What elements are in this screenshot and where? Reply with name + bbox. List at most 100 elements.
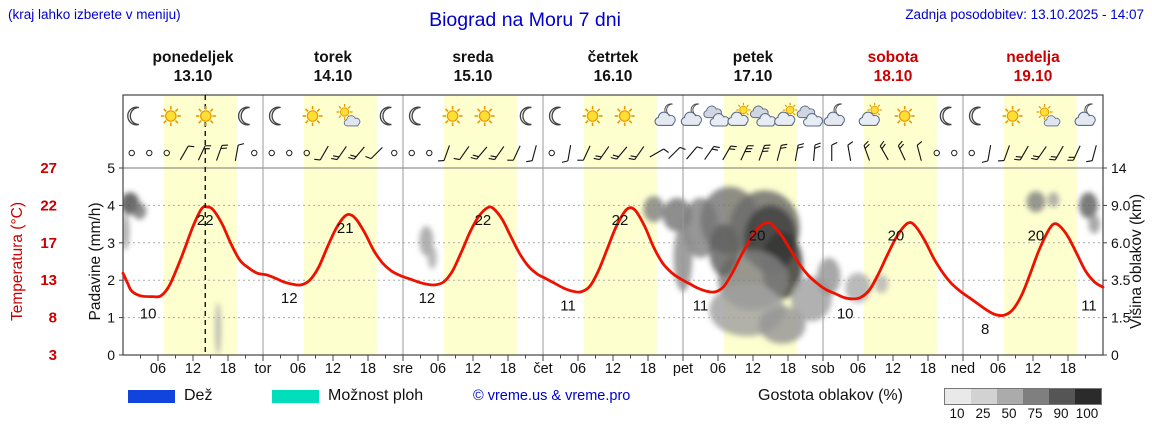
sun-icon (582, 106, 603, 126)
cloud-height-axis-tick: 6.0 (1111, 235, 1131, 251)
cloud-icon (709, 113, 730, 127)
wind-barb (997, 145, 1011, 162)
wind-barb (776, 143, 788, 161)
hour-axis-label: 06 (710, 361, 726, 377)
cloud-blob (427, 246, 437, 269)
cloud-height-axis-tick: 0 (1111, 347, 1119, 363)
cloud-icon (803, 113, 823, 127)
hour-axis-label: 06 (430, 361, 446, 377)
day-abbrev-axis-label: sre (393, 361, 413, 377)
cloud-blob (1088, 214, 1101, 234)
cloud-height-axis-tick: 1.5 (1111, 310, 1131, 326)
hour-axis-label: 06 (990, 361, 1006, 377)
day-abbrev-axis-label: ned (951, 361, 975, 377)
wind-barb (951, 149, 958, 157)
cloud-scale-cell (971, 389, 997, 404)
cloud-height-axis-tick: 14 (1111, 160, 1127, 176)
wind-barb (215, 144, 229, 161)
day-abbrev-axis-label: čet (533, 361, 552, 377)
wind-barb (758, 144, 771, 161)
calm-wind-icon (951, 149, 958, 157)
cloud-icon (680, 111, 702, 126)
moon-icon (379, 106, 392, 126)
day-name-label: ponedeljek (153, 49, 234, 66)
sun-icon (474, 106, 495, 126)
cloud-density-label: Gostota oblakov (%) (758, 387, 903, 404)
weather-icon-sun (160, 106, 181, 126)
calm-wind-icon (968, 149, 975, 157)
sun-icon (442, 106, 463, 126)
wind-barb (686, 146, 703, 160)
weather-icon-sun (302, 106, 323, 126)
wind-barb (561, 145, 572, 163)
cloud-blob (643, 196, 665, 223)
weather-icon-sun-cloud (1036, 103, 1061, 127)
weather-icon-sun-cloud (336, 103, 361, 127)
wind-barb (740, 145, 754, 161)
last-update-text: Zadnja posodobitev: 13.10.2025 - 14:07 (905, 7, 1144, 22)
daytime-band (303, 95, 377, 355)
weather-icon-sun (474, 106, 495, 126)
day-abbrev-axis-label: tor (255, 361, 272, 377)
sun-icon (867, 102, 882, 118)
weather-icon-moon (237, 106, 250, 126)
moon-icon (237, 106, 250, 126)
hour-axis-label: 18 (500, 361, 516, 377)
wind-barb (1014, 145, 1029, 161)
cloud-scale-number: 25 (975, 406, 991, 421)
rain-legend-label: Dež (184, 387, 213, 404)
wind-barb (437, 145, 451, 162)
hour-axis-label: 18 (920, 361, 936, 377)
daytime-band (863, 95, 937, 355)
wind-barb (548, 149, 555, 157)
wind-barb (704, 145, 720, 160)
cloud-icon (1043, 115, 1061, 127)
wind-barb (916, 141, 923, 161)
cloud-icon (343, 115, 361, 127)
weather-icon-cloud-sun (727, 102, 751, 126)
weather-icon-clouds (750, 105, 777, 127)
wind-barb (526, 145, 537, 163)
cloud-blob (123, 212, 130, 251)
day-name-label: sreda (452, 49, 494, 66)
cloud-scale-number: 75 (1027, 406, 1043, 421)
wind-barb (813, 142, 821, 162)
temp-min-label: 12 (281, 290, 298, 307)
wind-barb (234, 143, 245, 161)
temp-min-label: 8 (981, 321, 989, 338)
cloud-blob (758, 306, 806, 344)
weather-icon-moon (127, 106, 140, 126)
cloud-blob (132, 202, 147, 220)
wind-barb (251, 149, 258, 157)
weather-icon-cloud-sun (774, 102, 798, 126)
page-title: Biograd na Moru 7 dni (429, 9, 621, 31)
calm-wind-icon (548, 149, 555, 157)
sun-icon (782, 102, 798, 118)
wind-barb (286, 149, 293, 157)
wind-barb (981, 145, 992, 163)
cloud-height-axis-title: Višina oblakov (km) (1128, 194, 1145, 329)
cloud-blob (1079, 192, 1098, 219)
day-abbrev-axis-label: pet (673, 361, 693, 377)
daytime-band (163, 95, 237, 355)
wind-barb (831, 141, 838, 161)
copyright-link[interactable]: © vreme.us & vreme.pro (473, 388, 631, 404)
cloud-icon (774, 111, 796, 126)
wind-barb (348, 146, 365, 160)
wind-barb (179, 145, 195, 161)
day-abbrev-axis-label: sob (811, 361, 834, 377)
wind-barb (628, 146, 645, 161)
temp-min-label: 12 (419, 290, 436, 307)
wind-barb (593, 146, 610, 161)
day-name-label: četrtek (588, 49, 639, 66)
precip-axis-tick: 1 (107, 310, 115, 326)
weather-icon-sun (195, 106, 216, 126)
wind-barb (1049, 145, 1064, 161)
wind-barb (426, 149, 433, 157)
temperature-axis-tick: 3 (49, 347, 57, 364)
weather-icon-cloud-moon (654, 103, 676, 126)
day-name-label: petek (733, 49, 774, 66)
precip-axis-tick: 0 (107, 347, 115, 363)
calm-wind-icon (303, 149, 310, 157)
cloud-density-layer (123, 186, 1101, 355)
